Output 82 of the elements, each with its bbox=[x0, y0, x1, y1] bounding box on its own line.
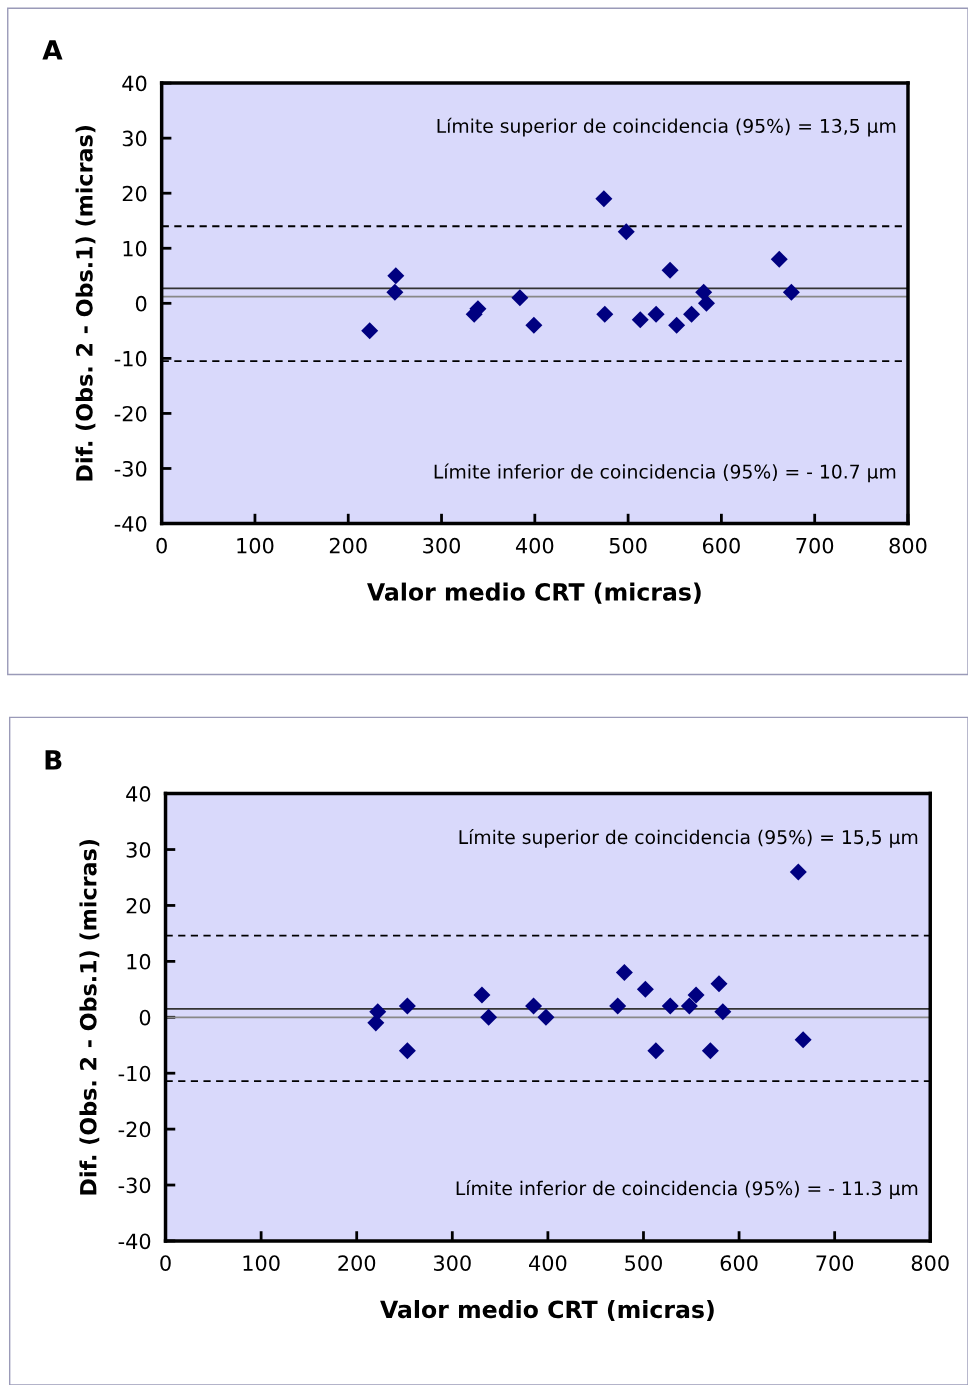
y-axis-title: Dif. (Obs. 2 - Obs.1) (micras) bbox=[79, 839, 100, 1195]
point bbox=[782, 283, 800, 301]
point bbox=[697, 294, 715, 312]
chart-title: A bbox=[42, 40, 63, 60]
y-tick-label: 30 bbox=[122, 130, 147, 147]
y-axis-title: Dif. (Obs. 2 - Obs.1) (micras) bbox=[75, 125, 96, 481]
x-tick-label: 200 bbox=[338, 1255, 376, 1271]
point bbox=[595, 190, 613, 208]
point bbox=[770, 250, 788, 268]
point bbox=[789, 863, 807, 881]
annotation: Límite inferior de coincidencia (95%) = - 11.3 µm bbox=[456, 1180, 918, 1199]
point bbox=[537, 1008, 555, 1026]
point bbox=[369, 1003, 387, 1021]
point bbox=[647, 305, 665, 323]
x-tick-label: 200 bbox=[329, 537, 367, 554]
x-tick-label: 800 bbox=[911, 1255, 949, 1271]
point bbox=[680, 997, 698, 1015]
y-tick-label: -10 bbox=[114, 350, 147, 367]
y-tick-label: -30 bbox=[118, 1177, 151, 1194]
x-tick-label: 400 bbox=[529, 1255, 567, 1271]
x-tick-label: 400 bbox=[515, 537, 554, 554]
point bbox=[361, 322, 379, 340]
point bbox=[714, 1003, 732, 1021]
x-axis-title: Valor medio CRT (micras) bbox=[380, 1300, 714, 1322]
point bbox=[701, 1042, 719, 1060]
point bbox=[710, 975, 728, 993]
y-tick-label: 0 bbox=[135, 295, 147, 312]
point bbox=[367, 1014, 385, 1032]
y-tick-label: 20 bbox=[122, 185, 147, 202]
point bbox=[525, 997, 543, 1015]
point bbox=[661, 997, 679, 1015]
x-tick-label: 600 bbox=[702, 537, 740, 554]
y-tick-label: -20 bbox=[114, 405, 147, 422]
point bbox=[683, 305, 701, 323]
point bbox=[631, 311, 649, 329]
annotation: Límite superior de coincidencia (95%) = 15,5 µm bbox=[459, 828, 918, 848]
point bbox=[668, 316, 686, 334]
point bbox=[661, 261, 679, 279]
x-tick-label: 600 bbox=[720, 1255, 758, 1271]
y-tick-label: 40 bbox=[122, 75, 147, 92]
y-tick-label: -20 bbox=[118, 1121, 151, 1138]
x-tick-label: 500 bbox=[625, 1255, 662, 1271]
point bbox=[687, 986, 705, 1004]
point bbox=[609, 997, 627, 1015]
point bbox=[525, 316, 543, 334]
x-tick-label: 100 bbox=[237, 537, 274, 554]
annotation: Límite inferior de coincidencia (95%) = - 10.7 µm bbox=[434, 463, 896, 483]
annotation: Límite superior de coincidencia (95%) = 13,5 µm bbox=[437, 117, 896, 137]
point bbox=[398, 1042, 416, 1060]
y-tick-label: -40 bbox=[118, 1233, 151, 1250]
x-tick-label: 500 bbox=[609, 537, 647, 554]
y-tick-label: 20 bbox=[126, 897, 151, 914]
point bbox=[617, 223, 635, 241]
x-tick-label: 0 bbox=[160, 1255, 171, 1271]
y-tick-label: -10 bbox=[118, 1065, 151, 1082]
y-tick-label: -40 bbox=[114, 515, 147, 532]
point bbox=[386, 283, 404, 301]
x-tick-label: 800 bbox=[889, 537, 927, 554]
y-tick-label: 10 bbox=[123, 240, 147, 257]
point bbox=[480, 1008, 498, 1026]
point bbox=[596, 305, 614, 323]
point bbox=[615, 964, 633, 982]
y-tick-label: 40 bbox=[126, 786, 151, 802]
point bbox=[647, 1042, 665, 1060]
x-tick-label: 700 bbox=[796, 537, 834, 554]
point bbox=[473, 986, 491, 1004]
point bbox=[636, 980, 654, 998]
y-tick-label: -30 bbox=[114, 460, 147, 477]
x-tick-label: 300 bbox=[423, 537, 461, 554]
y-tick-label: 10 bbox=[127, 953, 151, 970]
x-axis-title: Valor medio CRT (micras) bbox=[367, 582, 701, 604]
point bbox=[398, 997, 416, 1015]
x-tick-label: 700 bbox=[816, 1255, 854, 1271]
x-tick-label: 0 bbox=[156, 537, 167, 554]
x-tick-label: 300 bbox=[434, 1255, 471, 1271]
point bbox=[794, 1031, 812, 1049]
point bbox=[511, 289, 529, 307]
y-tick-label: 0 bbox=[139, 1009, 151, 1026]
x-tick-label: 100 bbox=[243, 1255, 280, 1271]
y-tick-label: 30 bbox=[126, 841, 151, 858]
point bbox=[387, 267, 405, 285]
chart-title: B bbox=[45, 750, 62, 770]
